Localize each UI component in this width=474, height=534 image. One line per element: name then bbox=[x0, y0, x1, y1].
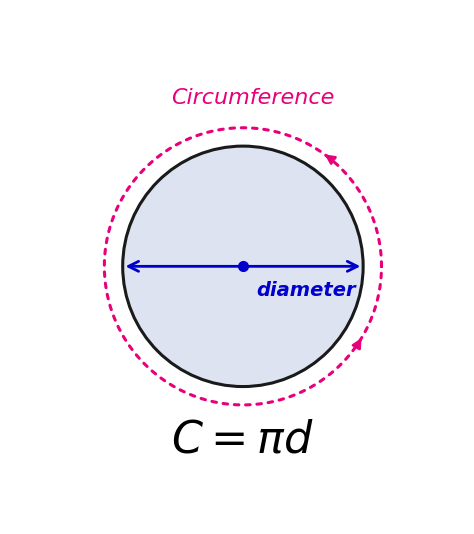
Circle shape bbox=[123, 146, 363, 387]
Text: diameter: diameter bbox=[256, 281, 356, 300]
Text: $C = \pi d$: $C = \pi d$ bbox=[172, 419, 314, 461]
Text: Circumference: Circumference bbox=[171, 88, 335, 108]
